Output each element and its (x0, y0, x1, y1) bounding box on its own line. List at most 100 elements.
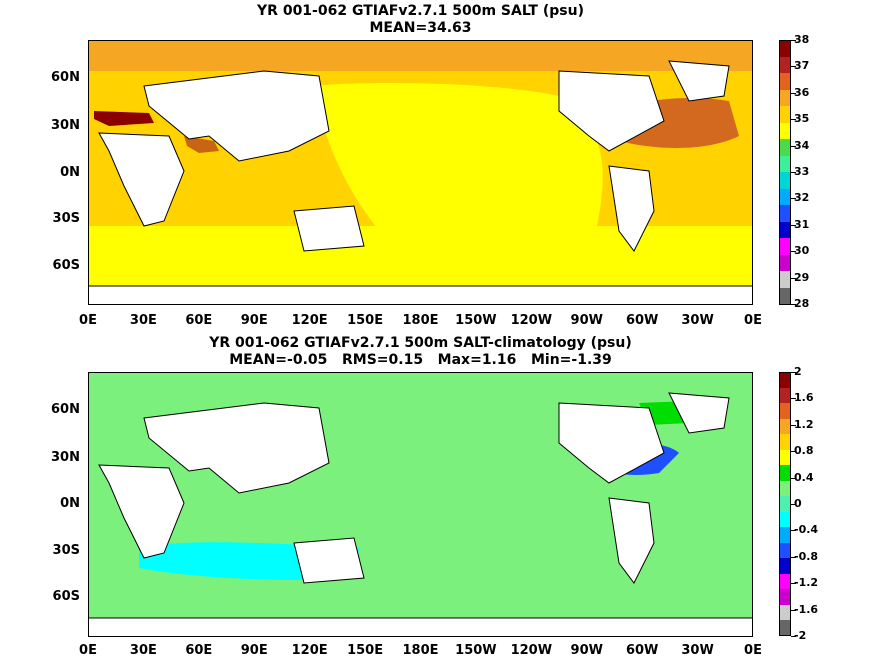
bottom-colorbar-label: 0 (794, 497, 802, 510)
top-xlabel-10: 60W (625, 313, 659, 328)
top-colorbar-tick (791, 119, 796, 121)
bottom-colorbar-label: -1.6 (794, 602, 819, 616)
top-colorbar-cell (779, 188, 791, 206)
top-xlabel-8: 120W (510, 313, 553, 328)
top-colorbar-tick (791, 92, 796, 94)
top-xlabel-1: 30E (129, 313, 157, 328)
bottom-colorbar-label: 1.6 (794, 391, 814, 405)
bottom-colorbar-cell (779, 511, 791, 528)
top-ylabel-0n: 0N (60, 165, 80, 180)
top-panel-title: YR 001-062 GTIAFv2.7.1 500m SALT (psu) M… (88, 3, 753, 37)
bottom-colorbar-tick (791, 477, 796, 479)
top-colorbar-label: 37 (794, 59, 810, 73)
bottom-ylabel-60s: 60S (52, 589, 80, 604)
top-colorbar-label: 35 (794, 112, 810, 126)
bottom-xlabel-5: 150E (347, 643, 384, 658)
bottom-colorbar-cell (779, 403, 791, 420)
top-ylabel-30s: 30S (52, 211, 80, 226)
bottom-colorbar-tick (791, 504, 796, 505)
bottom-xlabel-1: 30E (129, 643, 157, 658)
bottom-colorbar-tick (791, 372, 796, 373)
top-ylabel-60s: 60S (52, 258, 80, 273)
top-colorbar-label: 33 (794, 165, 810, 178)
bottom-colorbar-cell (779, 480, 791, 497)
top-colorbar-cell (779, 205, 791, 222)
bottom-colorbar-tick (791, 530, 796, 532)
bottom-xlabel-12: 0E (744, 643, 762, 658)
bottom-colorbar-tick (791, 424, 796, 426)
top-colorbar-cell (779, 139, 791, 156)
top-colorbar-tick (791, 224, 796, 226)
top-xlabel-0: 0E (79, 313, 97, 328)
top-colorbar: 38 37 36 35 34 33 32 31 30 29 28 (779, 34, 809, 310)
bottom-colorbar-cell (779, 387, 791, 404)
bottom-xlabel-7: 150W (455, 643, 497, 658)
top-xlabel-6: 180E (402, 313, 439, 328)
bottom-colorbar-tick (791, 609, 796, 611)
top-colorbar-cell (779, 287, 791, 305)
bottom-xlabel-10: 60W (625, 643, 659, 658)
bottom-colorbar-label: 0.4 (794, 470, 814, 484)
top-colorbar-tick (791, 304, 796, 305)
bottom-xlabel-6: 180E (402, 643, 439, 658)
top-colorbar-label: 29 (794, 270, 810, 284)
top-colorbar-cell (779, 221, 791, 239)
top-salinity-map (88, 40, 753, 305)
top-xlabel-11: 30W (681, 313, 714, 328)
top-colorbar-label: 31 (794, 217, 810, 231)
bottom-colorbar-cell (779, 449, 791, 466)
bottom-xlabel-2: 60E (185, 643, 213, 658)
bottom-colorbar-cell (779, 542, 791, 559)
top-colorbar-label: 36 (794, 85, 810, 99)
bottom-ylabel-30n: 30N (51, 450, 80, 465)
top-colorbar-label: 38 (794, 33, 810, 46)
bottom-panel-title: YR 001-062 GTIAFv2.7.1 500m SALT-climato… (88, 335, 753, 369)
top-colorbar-tick (791, 251, 796, 253)
top-colorbar-tick (791, 40, 796, 41)
top-colorbar-label: 28 (794, 297, 810, 310)
top-colorbar-cell (779, 40, 791, 57)
bottom-colorbar-label: 1.2 (794, 417, 814, 431)
top-title-line2: MEAN=34.63 (369, 20, 472, 36)
bottom-colorbar-cell (779, 558, 791, 575)
bottom-colorbar-cell (779, 465, 791, 482)
top-title-line1: YR 001-062 GTIAFv2.7.1 500m SALT (psu) (257, 3, 584, 19)
bottom-xlabel-4: 120E (291, 643, 328, 658)
top-colorbar-cell (779, 56, 791, 74)
bottom-xlabel-8: 120W (510, 643, 553, 658)
bottom-colorbar-tick (791, 398, 796, 400)
bottom-title-line1: YR 001-062 GTIAFv2.7.1 500m SALT-climato… (209, 335, 632, 351)
bottom-colorbar-cell (779, 496, 791, 513)
top-colorbar-cell (779, 73, 791, 90)
top-xlabel-2: 60E (185, 313, 213, 328)
top-xlabel-3: 90E (240, 313, 268, 328)
bottom-colorbar-tick (791, 636, 796, 637)
bottom-colorbar-cell (779, 434, 791, 451)
top-xlabel-7: 150W (455, 313, 497, 328)
bottom-colorbar-cell (779, 418, 791, 435)
bottom-colorbar-label: 2 (794, 365, 802, 378)
top-colorbar-cell (779, 122, 791, 140)
top-colorbar-cell (779, 254, 791, 272)
bottom-colorbar-label: 0.8 (794, 444, 814, 458)
top-colorbar-label: 34 (794, 138, 810, 152)
top-xlabel-4: 120E (291, 313, 328, 328)
top-xlabel-5: 150E (347, 313, 384, 328)
top-xlabel-12: 0E (744, 313, 762, 328)
bottom-colorbar-label: -1.2 (794, 576, 819, 590)
bottom-colorbar-cell (779, 573, 791, 590)
bottom-colorbar-cell (779, 372, 791, 389)
bottom-colorbar-tick (791, 556, 796, 558)
top-colorbar-tick (791, 172, 796, 173)
top-colorbar-label: 32 (794, 191, 810, 205)
bottom-colorbar-cell (779, 527, 791, 544)
bottom-colorbar-tick (791, 583, 796, 585)
bottom-xlabel-11: 30W (681, 643, 714, 658)
top-xlabel-9: 90W (570, 313, 603, 328)
top-colorbar-cell (779, 89, 791, 107)
top-colorbar-cell (779, 106, 791, 123)
bottom-colorbar-cell (779, 589, 791, 606)
bottom-anomaly-map (88, 372, 753, 637)
top-colorbar-cell (779, 155, 791, 173)
top-colorbar-label: 30 (794, 244, 810, 258)
